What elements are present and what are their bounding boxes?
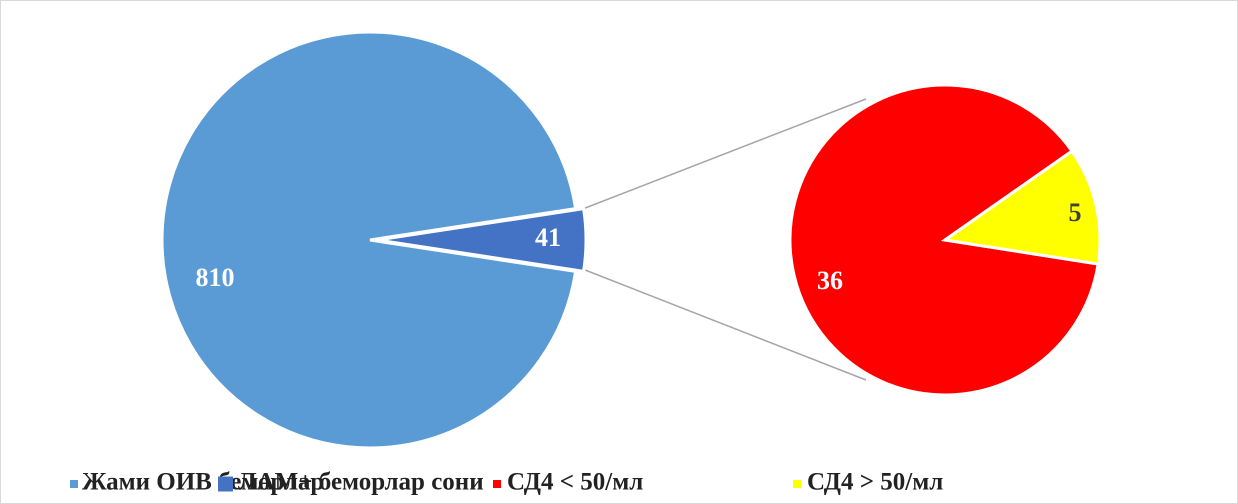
data-label: 41 bbox=[535, 223, 561, 252]
data-label: 810 bbox=[196, 263, 235, 292]
legend-label: СД4 < 50/мл bbox=[507, 469, 643, 496]
legend-marker bbox=[493, 480, 501, 488]
legend-marker bbox=[218, 476, 233, 492]
legend-label: СД4 > 50/мл bbox=[807, 469, 943, 496]
legend-marker bbox=[70, 480, 78, 488]
data-label: 36 bbox=[817, 266, 843, 295]
legend-marker bbox=[793, 480, 801, 488]
legend-label: Жами ОИВ беморлар bbox=[82, 469, 324, 496]
data-label: 5 bbox=[1069, 198, 1082, 227]
legend-label: ЛАМ+ беморлар сони bbox=[238, 469, 484, 496]
pie-slice bbox=[941, 149, 1102, 266]
pie-slice bbox=[377, 206, 588, 274]
connector bbox=[579, 267, 867, 381]
pie-slice bbox=[160, 30, 578, 450]
connector bbox=[579, 98, 867, 211]
